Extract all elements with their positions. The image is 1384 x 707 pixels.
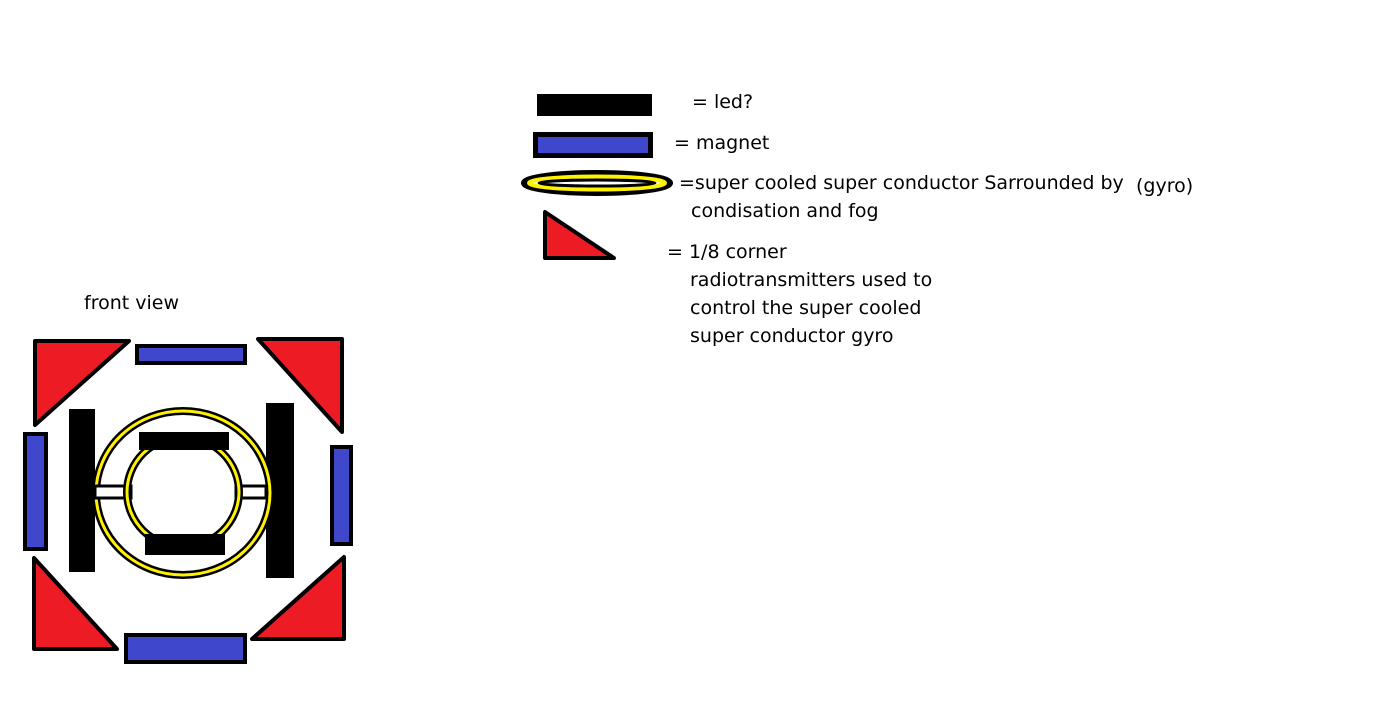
legend-led-swatch: [537, 94, 652, 116]
corner-transmitter-top-right: [256, 337, 344, 434]
legend-corner-label-line2: radiotransmitters used to: [690, 269, 933, 291]
corner-transmitter-top-left: [33, 339, 131, 427]
legend-magnet-swatch: [533, 132, 653, 158]
led-left: [69, 409, 95, 572]
legend-led-label: = led?: [692, 91, 754, 113]
diagram-caption: front view: [84, 292, 179, 314]
magnet-left: [23, 432, 48, 551]
led-inner-top: [139, 432, 229, 450]
magnet-bottom: [124, 633, 247, 664]
legend-gyro-label-line2: condisation and fog: [691, 200, 879, 222]
legend-gyro-label-line1: =super cooled super conductor Sarrounded…: [679, 172, 1124, 194]
corner-transmitter-bottom-right: [250, 555, 346, 641]
legend-gyro-note: (gyro): [1136, 175, 1194, 197]
magnet-right: [330, 445, 353, 546]
gyro-inner-ring: [123, 433, 243, 551]
legend-corner-label-line1: = 1/8 corner: [667, 241, 787, 263]
legend-gyro-swatch: [521, 170, 673, 196]
magnet-top: [135, 344, 247, 365]
legend-corner-swatch: [543, 210, 616, 260]
legend-magnet-label: = magnet: [674, 132, 770, 154]
corner-transmitter-bottom-left: [32, 556, 119, 651]
led-inner-bottom: [145, 534, 225, 555]
legend-corner-label-line3: control the super cooled: [690, 297, 922, 319]
legend-corner-label-line4: super conductor gyro: [690, 325, 894, 347]
